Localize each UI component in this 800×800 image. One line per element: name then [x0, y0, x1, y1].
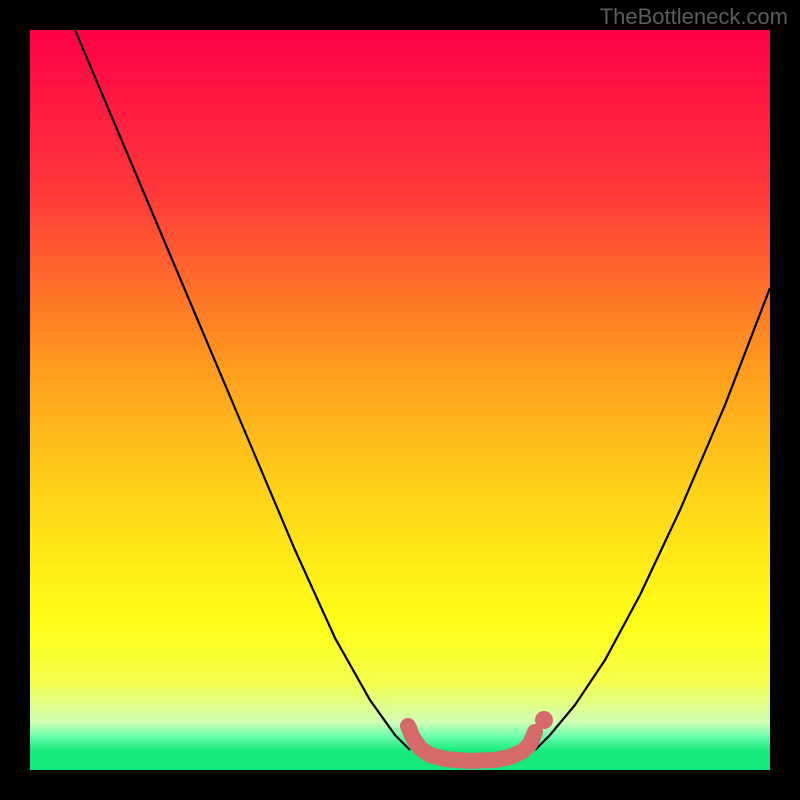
curve-layer [30, 30, 770, 770]
chart-stage: TheBottleneck.com [0, 0, 800, 800]
optimal-band [408, 726, 535, 761]
plot-area [30, 30, 770, 770]
marker-dot [535, 711, 553, 729]
curve-left-branch [75, 30, 410, 750]
curve-right-branch [535, 288, 770, 750]
attribution-text: TheBottleneck.com [600, 4, 788, 30]
